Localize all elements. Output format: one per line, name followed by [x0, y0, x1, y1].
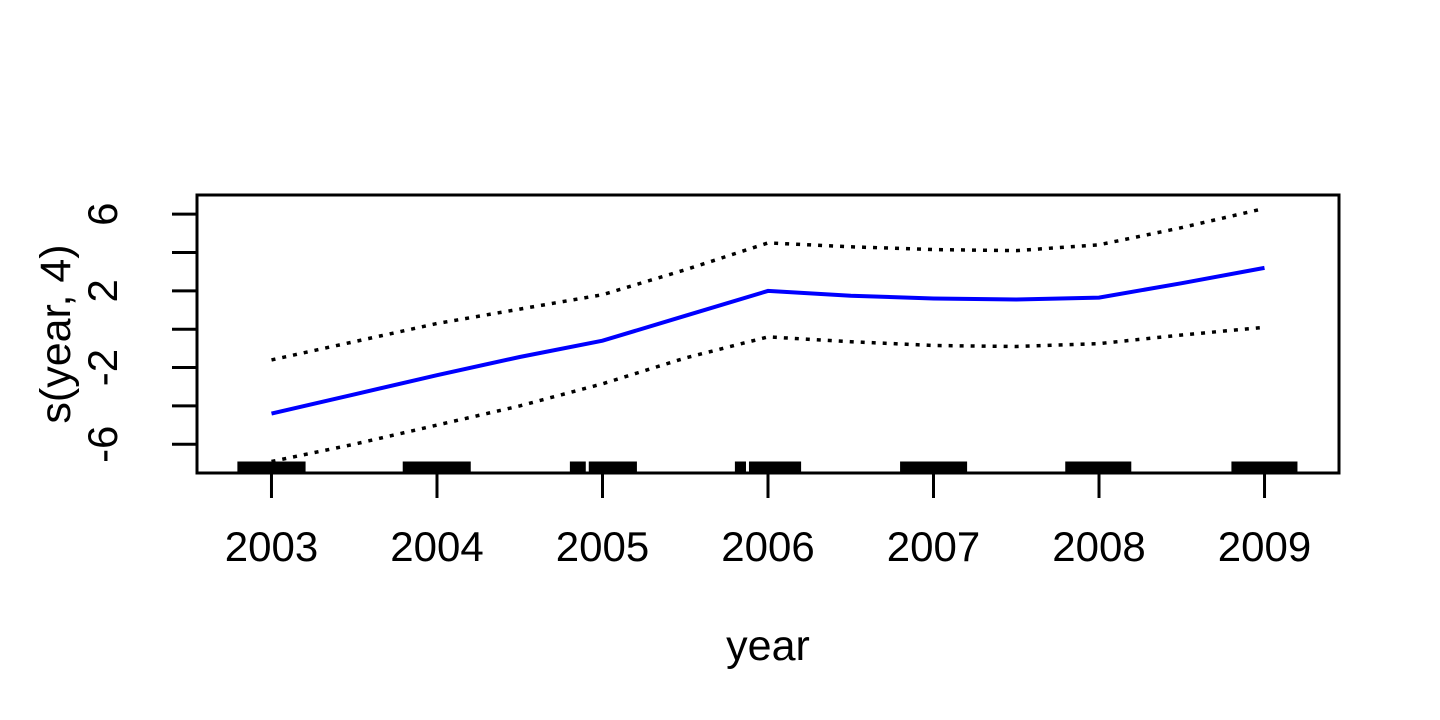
rug-mark — [569, 461, 586, 472]
rug-mark — [748, 461, 802, 472]
series-upper-ci — [271, 206, 1265, 362]
y-tick-label: 6 — [79, 202, 126, 225]
x-tick-label: 2004 — [390, 523, 483, 570]
x-tick-label: 2005 — [556, 523, 649, 570]
rug-mark — [588, 461, 637, 472]
rug-mark — [402, 461, 471, 472]
y-tick-label: -6 — [79, 426, 126, 463]
x-tick-label: 2008 — [1052, 523, 1145, 570]
plot-box — [195, 193, 1341, 475]
rug-mark — [1231, 461, 1298, 472]
series-fit — [271, 265, 1265, 416]
y-tick-label: -2 — [79, 349, 126, 386]
y-axis-label: s(year, 4) — [32, 244, 80, 423]
x-tick-label: 2009 — [1218, 523, 1311, 570]
rug-mark — [1065, 461, 1132, 472]
series-lower-ci — [271, 325, 1265, 464]
x-axis-label: year — [726, 622, 810, 670]
rug-mark — [734, 461, 746, 472]
rug-mark — [237, 461, 306, 472]
y-tick-label: 2 — [79, 279, 126, 302]
rug-mark — [900, 461, 968, 472]
x-tick-label: 2006 — [721, 523, 814, 570]
x-tick-label: 2007 — [887, 523, 980, 570]
x-tick-label: 2003 — [225, 523, 318, 570]
